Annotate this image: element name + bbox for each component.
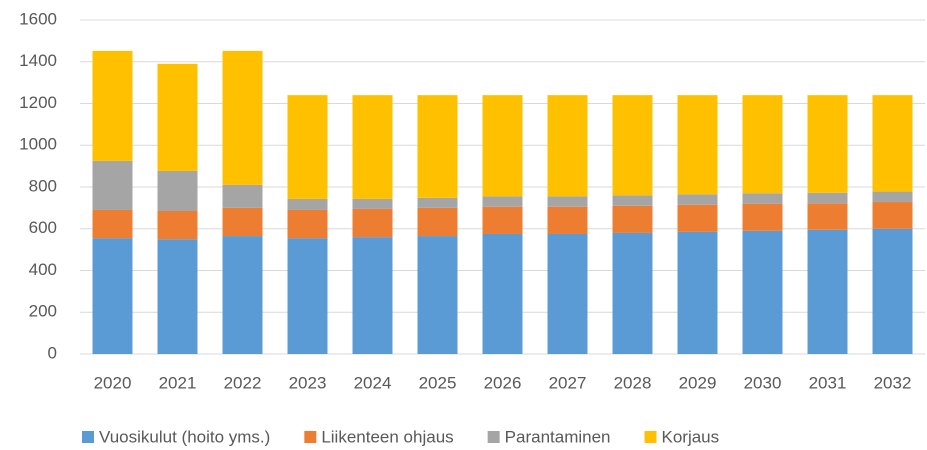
bar-segment: [222, 207, 263, 237]
y-tick-label: 1000: [19, 135, 57, 154]
y-tick-label: 0: [48, 343, 57, 362]
bar-segment: [742, 230, 783, 354]
bar-segment: [157, 170, 198, 212]
bar-segment: [157, 239, 198, 354]
bar-segment: [612, 195, 653, 206]
bar-segment: [872, 228, 913, 354]
bar-segment: [872, 191, 913, 203]
y-tick-label: 200: [29, 302, 57, 321]
y-tick-label: 1600: [19, 9, 57, 28]
bar-segment: [352, 198, 393, 209]
y-tick-label: 1400: [19, 51, 57, 70]
legend-label: Vuosikulut (hoito yms.): [99, 427, 270, 446]
bar-segment: [92, 209, 133, 239]
x-tick-label: 2025: [419, 373, 457, 392]
legend-swatch: [644, 431, 657, 443]
x-tick-label: 2028: [614, 373, 652, 392]
legend-swatch: [487, 431, 500, 443]
bar-segment: [482, 233, 523, 354]
bar-segment: [352, 95, 393, 199]
legend-label: Korjaus: [662, 427, 720, 446]
x-tick-label: 2029: [679, 373, 717, 392]
bar-segment: [547, 95, 588, 197]
bar-segment: [807, 229, 848, 354]
bar-segment: [157, 63, 198, 171]
bar-segment: [287, 209, 328, 239]
bar-segment: [612, 95, 653, 196]
bar-segment: [92, 50, 133, 161]
bar-segment: [677, 204, 718, 232]
bar-segment: [417, 197, 458, 208]
legend-swatch: [82, 431, 94, 443]
bar-segment: [807, 203, 848, 230]
x-tick-label: 2022: [224, 373, 262, 392]
y-tick-label: 600: [29, 218, 57, 237]
bar-segment: [547, 196, 588, 207]
bar-segment: [287, 198, 328, 210]
x-tick-label: 2024: [354, 373, 392, 392]
x-tick-label: 2030: [744, 373, 782, 392]
x-tick-label: 2026: [484, 373, 522, 392]
bar-segment: [612, 205, 653, 233]
bar-segment: [417, 95, 458, 198]
x-tick-label: 2021: [159, 373, 197, 392]
x-tick-label: 2031: [809, 373, 847, 392]
bar-segment: [612, 232, 653, 354]
bar-segment: [677, 194, 718, 205]
bar-segment: [547, 233, 588, 354]
bar-segment: [222, 236, 263, 354]
legend-label: Parantaminen: [505, 427, 611, 446]
bar-segment: [482, 95, 523, 197]
bar-segment: [677, 95, 718, 195]
bar-segment: [417, 236, 458, 354]
bar-segment: [742, 193, 783, 204]
bar-segment: [92, 160, 133, 210]
bar-segment: [742, 95, 783, 194]
bar-segment: [287, 238, 328, 354]
bar-segment: [417, 207, 458, 237]
y-tick-label: 400: [29, 260, 57, 279]
bar-segment: [742, 203, 783, 231]
x-tick-label: 2023: [289, 373, 327, 392]
bar-segment: [807, 192, 848, 204]
bar-segment: [287, 95, 328, 199]
x-tick-label: 2032: [874, 373, 912, 392]
bar-segment: [482, 196, 523, 207]
legend-label: Liikenteen ohjaus: [321, 427, 453, 446]
x-tick-label: 2020: [94, 373, 132, 392]
bar-segment: [352, 237, 393, 354]
bar-segment: [677, 231, 718, 354]
bar-segment: [352, 208, 393, 238]
bar-segment: [547, 206, 588, 234]
y-tick-label: 1200: [19, 93, 57, 112]
y-tick-label: 800: [29, 176, 57, 195]
legend-swatch: [304, 431, 317, 443]
bar-segment: [872, 202, 913, 229]
bar-segment: [157, 211, 198, 240]
bar-segment: [807, 95, 848, 193]
x-tick-label: 2027: [549, 373, 587, 392]
bar-segment: [482, 206, 523, 234]
bar-segment: [872, 95, 913, 192]
bar-segment: [222, 184, 263, 208]
bar-segment: [222, 50, 263, 185]
bar-segment: [92, 238, 133, 354]
